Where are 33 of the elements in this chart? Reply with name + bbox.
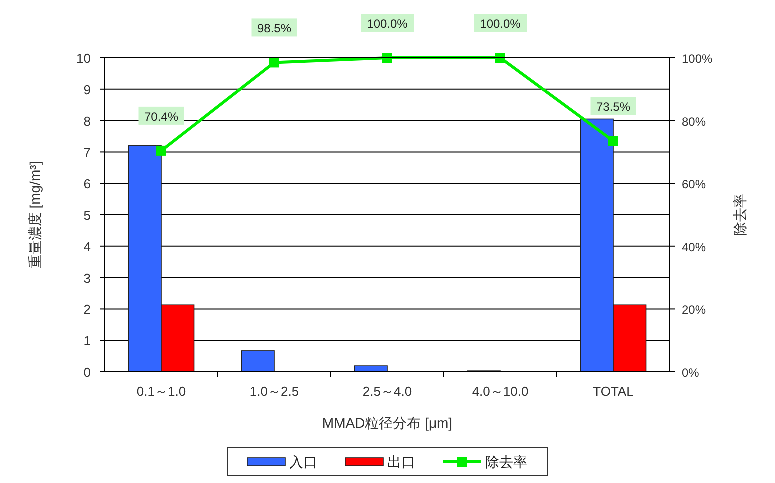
data-label: 100.0% [480, 17, 522, 31]
y2-tick-label: 20% [682, 303, 706, 318]
x-tick-label: 1.0～2.5 [250, 384, 300, 399]
y-tick-label: 9 [84, 82, 91, 98]
y2-tick-label: 60% [682, 178, 706, 192]
y2-tick-label: 40% [682, 240, 706, 254]
legend-label: 入口 [290, 454, 318, 470]
y-tick-label: 1 [84, 334, 91, 349]
y2-tick-label: 80% [682, 114, 706, 129]
x-tick-label: 4.0～10.0 [472, 384, 529, 399]
y2-tick-label: 100% [682, 52, 714, 66]
data-label: 98.5% [257, 22, 292, 36]
y-tick-label: 5 [84, 208, 91, 223]
y2-tick-label: 0% [682, 366, 700, 380]
x-tick-label: TOTAL [593, 384, 634, 399]
legend-label: 出口 [388, 454, 416, 470]
y-tick-label: 0 [84, 365, 91, 380]
x-tick-label: 0.1～1.0 [136, 384, 186, 399]
y-tick-label: 8 [84, 114, 91, 129]
y-tick-label: 7 [84, 145, 91, 160]
data-label: 70.4% [144, 110, 179, 124]
y2-axis-title: 除去率 [732, 194, 748, 236]
y-tick-label: 2 [84, 302, 91, 318]
y-tick-label: 3 [84, 270, 91, 286]
y-tick-label: 10 [76, 51, 91, 66]
data-label: 100.0% [367, 17, 408, 31]
legend-label: 除去率 [486, 454, 528, 470]
x-tick-label: 2.5～4.0 [362, 384, 412, 399]
y-tick-label: 4 [84, 239, 91, 254]
y-axis-title: 重量濃度 [mg/m³] [27, 161, 43, 269]
x-axis-title: MMAD粒径分布 [μm] [322, 415, 453, 431]
data-label: 73.5% [596, 100, 631, 114]
y-tick-label: 6 [84, 176, 91, 192]
